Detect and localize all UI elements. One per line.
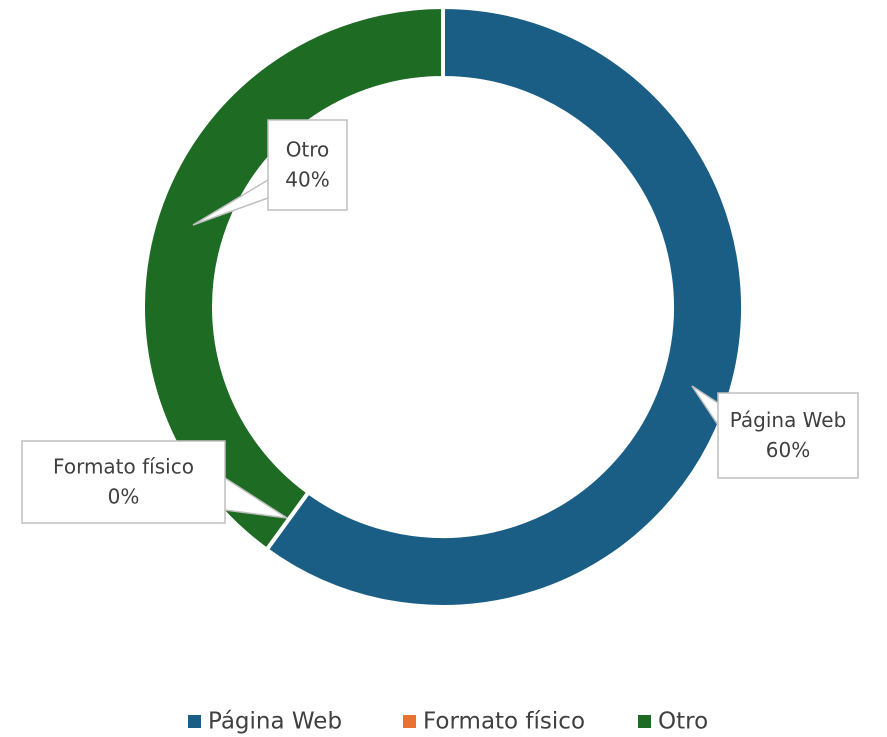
callout-pointer <box>192 179 269 226</box>
callout-cover <box>23 478 224 510</box>
data-label-value: 60% <box>766 438 810 462</box>
data-label-name: Otro <box>286 138 330 162</box>
legend-label: Formato físico <box>423 709 585 735</box>
callout-cover <box>719 403 857 425</box>
legend-label: Página Web <box>208 709 342 735</box>
legend-label: Otro <box>658 709 708 735</box>
donut-slice <box>263 4 745 609</box>
legend-swatch <box>638 715 651 728</box>
callout-cover <box>269 180 346 198</box>
donut-slice <box>141 4 445 553</box>
data-label-value: 40% <box>285 168 329 192</box>
data-label-value: 0% <box>108 485 140 509</box>
callout-pointer <box>691 385 719 426</box>
data-label-name: Página Web <box>730 408 847 432</box>
data-label-name: Formato físico <box>53 455 194 479</box>
callout-pointer <box>224 477 288 519</box>
legend-swatch <box>188 715 201 728</box>
legend-swatch <box>403 715 416 728</box>
